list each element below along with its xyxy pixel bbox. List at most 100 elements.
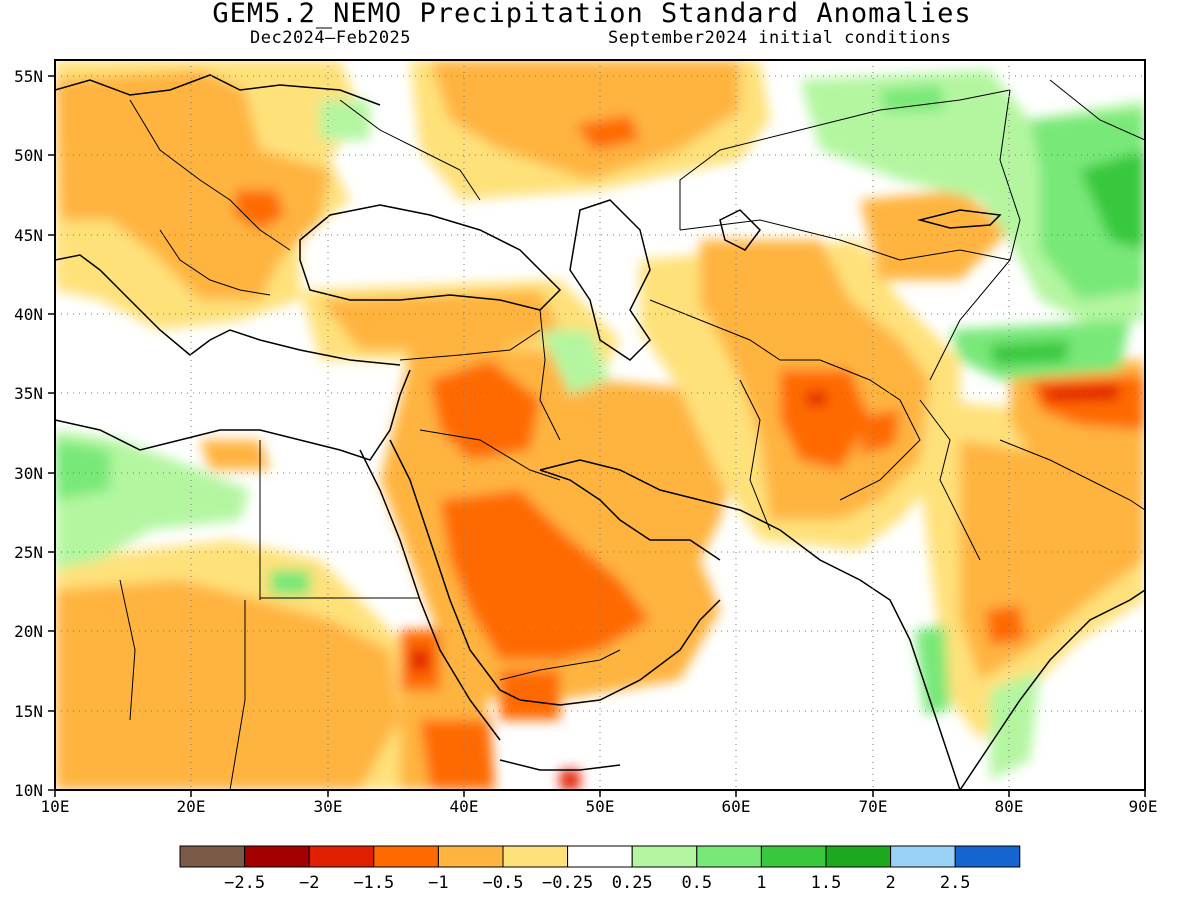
border-pakistan-india: [919, 399, 981, 561]
lon-tick-label: 40E: [450, 797, 479, 816]
initial-conditions: September2024 initial conditions: [608, 28, 952, 48]
lon-tick-label: 70E: [859, 797, 888, 816]
anomaly-russia-moderate: [430, 60, 740, 180]
anomaly-tarim-wet-strong: [990, 340, 1070, 365]
border-afghanistan-pakistan: [819, 359, 921, 501]
border-nepal-tibet: [999, 439, 1145, 511]
lat-tick-label: 25N: [14, 543, 43, 562]
anomaly-yemen-strong: [500, 670, 560, 720]
anomaly-tibet-severe: [1040, 384, 1120, 402]
colorbar-swatch: [631, 845, 698, 868]
lon-tick-label: 20E: [177, 797, 206, 816]
country-borders: [119, 79, 1145, 790]
colorbar-label: −1.5: [353, 873, 394, 893]
border-sudan-chad: [229, 600, 246, 790]
coast-aral: [719, 209, 761, 251]
anomaly-sudan-severe: [410, 648, 430, 672]
lat-tick-marks: [48, 75, 55, 791]
border-kazakhstan-south: [679, 219, 1011, 261]
coast-red-sea-east: [389, 439, 521, 701]
anomaly-iran-wet: [540, 330, 610, 395]
lon-tick-label: 90E: [1129, 797, 1158, 816]
anomaly-india-se-wet: [990, 670, 1040, 780]
anomaly-afghanistan-strong: [780, 370, 870, 470]
anomaly-ethiopia-strong: [420, 720, 495, 790]
lon-tick-label: 30E: [314, 797, 343, 816]
lat-tick-label: 50N: [14, 146, 43, 165]
border-mongolia: [1049, 79, 1145, 141]
border-niger-chad: [119, 579, 136, 721]
lon-tick-label: 60E: [722, 797, 751, 816]
coast-balkhash: [917, 209, 1002, 229]
colorbar-swatch: [437, 845, 504, 868]
border-iran-iraq: [539, 309, 561, 441]
colorbar-label: 1.5: [811, 873, 842, 893]
anomaly-china-wet-moderate: [1030, 110, 1145, 300]
anomaly-iraq-strong: [430, 360, 540, 460]
lat-tick-label: 30N: [14, 464, 43, 483]
anomaly-turkey-wet: [320, 100, 370, 140]
anomaly-mongolia-wet-strong: [1080, 150, 1145, 250]
anomaly-arabia-strong: [440, 490, 650, 660]
border-iran-afghanistan: [739, 379, 771, 531]
border-balkans: [159, 229, 271, 296]
coast-caspian: [569, 199, 651, 361]
anomaly-india-sw-wet: [915, 625, 950, 715]
colorbar-swatch: [760, 845, 827, 868]
anomaly-afghanistan-severe: [805, 392, 828, 406]
colorbar-label: −2: [299, 873, 319, 893]
lon-tick-marks: [54, 790, 1146, 797]
border-turkey-syria: [399, 329, 541, 361]
border-saudi-yemen: [499, 649, 621, 681]
anomaly-europe-moderate: [55, 70, 330, 300]
colorbar-label: 0.25: [612, 873, 653, 893]
coast-india-east: [959, 589, 1145, 790]
anomaly-romania-strong: [235, 190, 285, 230]
anomaly-india-strong: [985, 605, 1025, 645]
lat-tick-label: 40N: [14, 305, 43, 324]
lon-tick-label: 80E: [995, 797, 1024, 816]
coast-arabia-south: [519, 599, 721, 706]
colorbar-label: 1: [756, 873, 766, 893]
colorbar-swatch: [890, 845, 956, 868]
coast-somalia: [499, 759, 621, 771]
colorbar-label: −2.5: [224, 873, 265, 893]
coast-mediterranean-north: [55, 254, 401, 366]
lat-tick-label: 35N: [14, 384, 43, 403]
border-kazakhstan-north: [679, 89, 1011, 230]
lat-tick-label: 45N: [14, 226, 43, 245]
coast-red-sea-west: [359, 449, 501, 741]
colorbar-label: −0.5: [483, 873, 524, 893]
lat-tick-label: 15N: [14, 702, 43, 721]
anomaly-somalia-severe: [560, 770, 580, 790]
colorbar-label: −1: [428, 873, 448, 893]
colorbar-label: 0.5: [681, 873, 712, 893]
lat-tick-label: 10N: [14, 781, 43, 800]
colorbar-swatch: [373, 845, 439, 868]
lon-tick-label: 10E: [41, 797, 70, 816]
border-saudi-iraq: [419, 429, 561, 481]
coast-europe: [55, 74, 381, 106]
colorbar-swatch: [244, 845, 310, 868]
lat-tick-label: 20N: [14, 622, 43, 641]
anomaly-pakistan-strong: [860, 410, 900, 455]
chart-title: GEM5.2_NEMO Precipitation Standard Anoma…: [212, 0, 972, 29]
anomaly-field: [55, 60, 1145, 790]
coast-persian-gulf-north: [539, 459, 781, 531]
colorbar-label: 2.5: [940, 873, 971, 893]
forecast-period: Dec2024–Feb2025: [250, 28, 412, 48]
coast-mediterranean-south: [55, 369, 411, 461]
anomaly-russia-strong: [575, 115, 640, 150]
colorbar-swatch: [696, 845, 762, 868]
coast-india-west: [779, 529, 961, 790]
anomaly-africa-moderate: [55, 580, 400, 790]
anomaly-anatolia-moderate: [320, 290, 560, 350]
anomaly-egypt-wet: [270, 570, 310, 595]
border-ukraine-russia: [339, 99, 481, 201]
colorbar-swatch: [954, 845, 1021, 868]
lat-tick-label: 55N: [14, 67, 43, 86]
anomaly-libya-wet-moderate: [55, 440, 110, 500]
anomaly-uzbekistan-moderate: [700, 240, 830, 320]
border-europe-inner: [129, 99, 291, 251]
